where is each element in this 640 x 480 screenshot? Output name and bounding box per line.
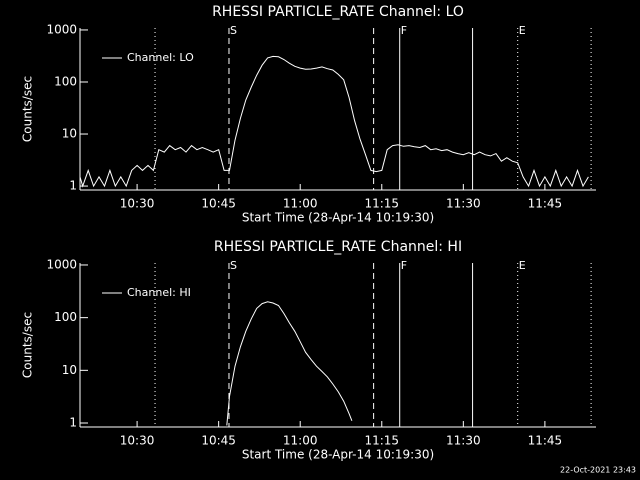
y-tick-label: 100 — [54, 74, 77, 88]
y-tick-label: 1000 — [46, 257, 77, 271]
x-tick-label: 11:00 — [283, 434, 318, 448]
x-tick-label: 10:45 — [201, 197, 236, 211]
chart-title: RHESSI PARTICLE_RATE Channel: LO — [212, 4, 464, 20]
event-label: E — [519, 24, 526, 37]
x-tick-label: 10:30 — [120, 434, 155, 448]
y-tick-label: 100 — [54, 310, 77, 324]
event-label: S — [230, 24, 237, 37]
footer: 22-Oct-2021 23:43 — [560, 466, 636, 475]
y-tick-label: 1 — [69, 416, 77, 430]
event-label: F — [401, 259, 407, 272]
y-tick-label: 1 — [69, 179, 77, 193]
x-tick-label: 10:30 — [120, 197, 155, 211]
chart-title: RHESSI PARTICLE_RATE Channel: HI — [214, 239, 462, 255]
x-tick-label: 11:30 — [446, 197, 481, 211]
legend-label: Channel: LO — [127, 51, 194, 64]
event-label: E — [519, 259, 526, 272]
y-axis-label: Counts/sec — [21, 76, 35, 142]
event-label: F — [401, 24, 407, 37]
y-axis-label: Counts/sec — [21, 312, 35, 378]
x-tick-label: 11:45 — [528, 197, 563, 211]
x-tick-label: 11:45 — [528, 434, 563, 448]
x-tick-label: 10:45 — [201, 434, 236, 448]
x-tick-label: 11:00 — [283, 197, 318, 211]
data-line — [80, 55, 589, 188]
x-tick-label: 11:15 — [364, 197, 399, 211]
event-label: S — [230, 259, 237, 272]
data-line — [226, 301, 353, 426]
legend-label: Channel: HI — [127, 286, 191, 299]
x-tick-label: 11:30 — [446, 434, 481, 448]
y-tick-label: 1000 — [46, 22, 77, 36]
y-tick-label: 10 — [62, 127, 77, 141]
x-tick-label: 11:15 — [364, 434, 399, 448]
y-tick-label: 10 — [62, 363, 77, 377]
x-axis-label: Start Time (28-Apr-14 10:19:30) — [242, 448, 434, 462]
x-axis-label: Start Time (28-Apr-14 10:19:30) — [242, 211, 434, 225]
